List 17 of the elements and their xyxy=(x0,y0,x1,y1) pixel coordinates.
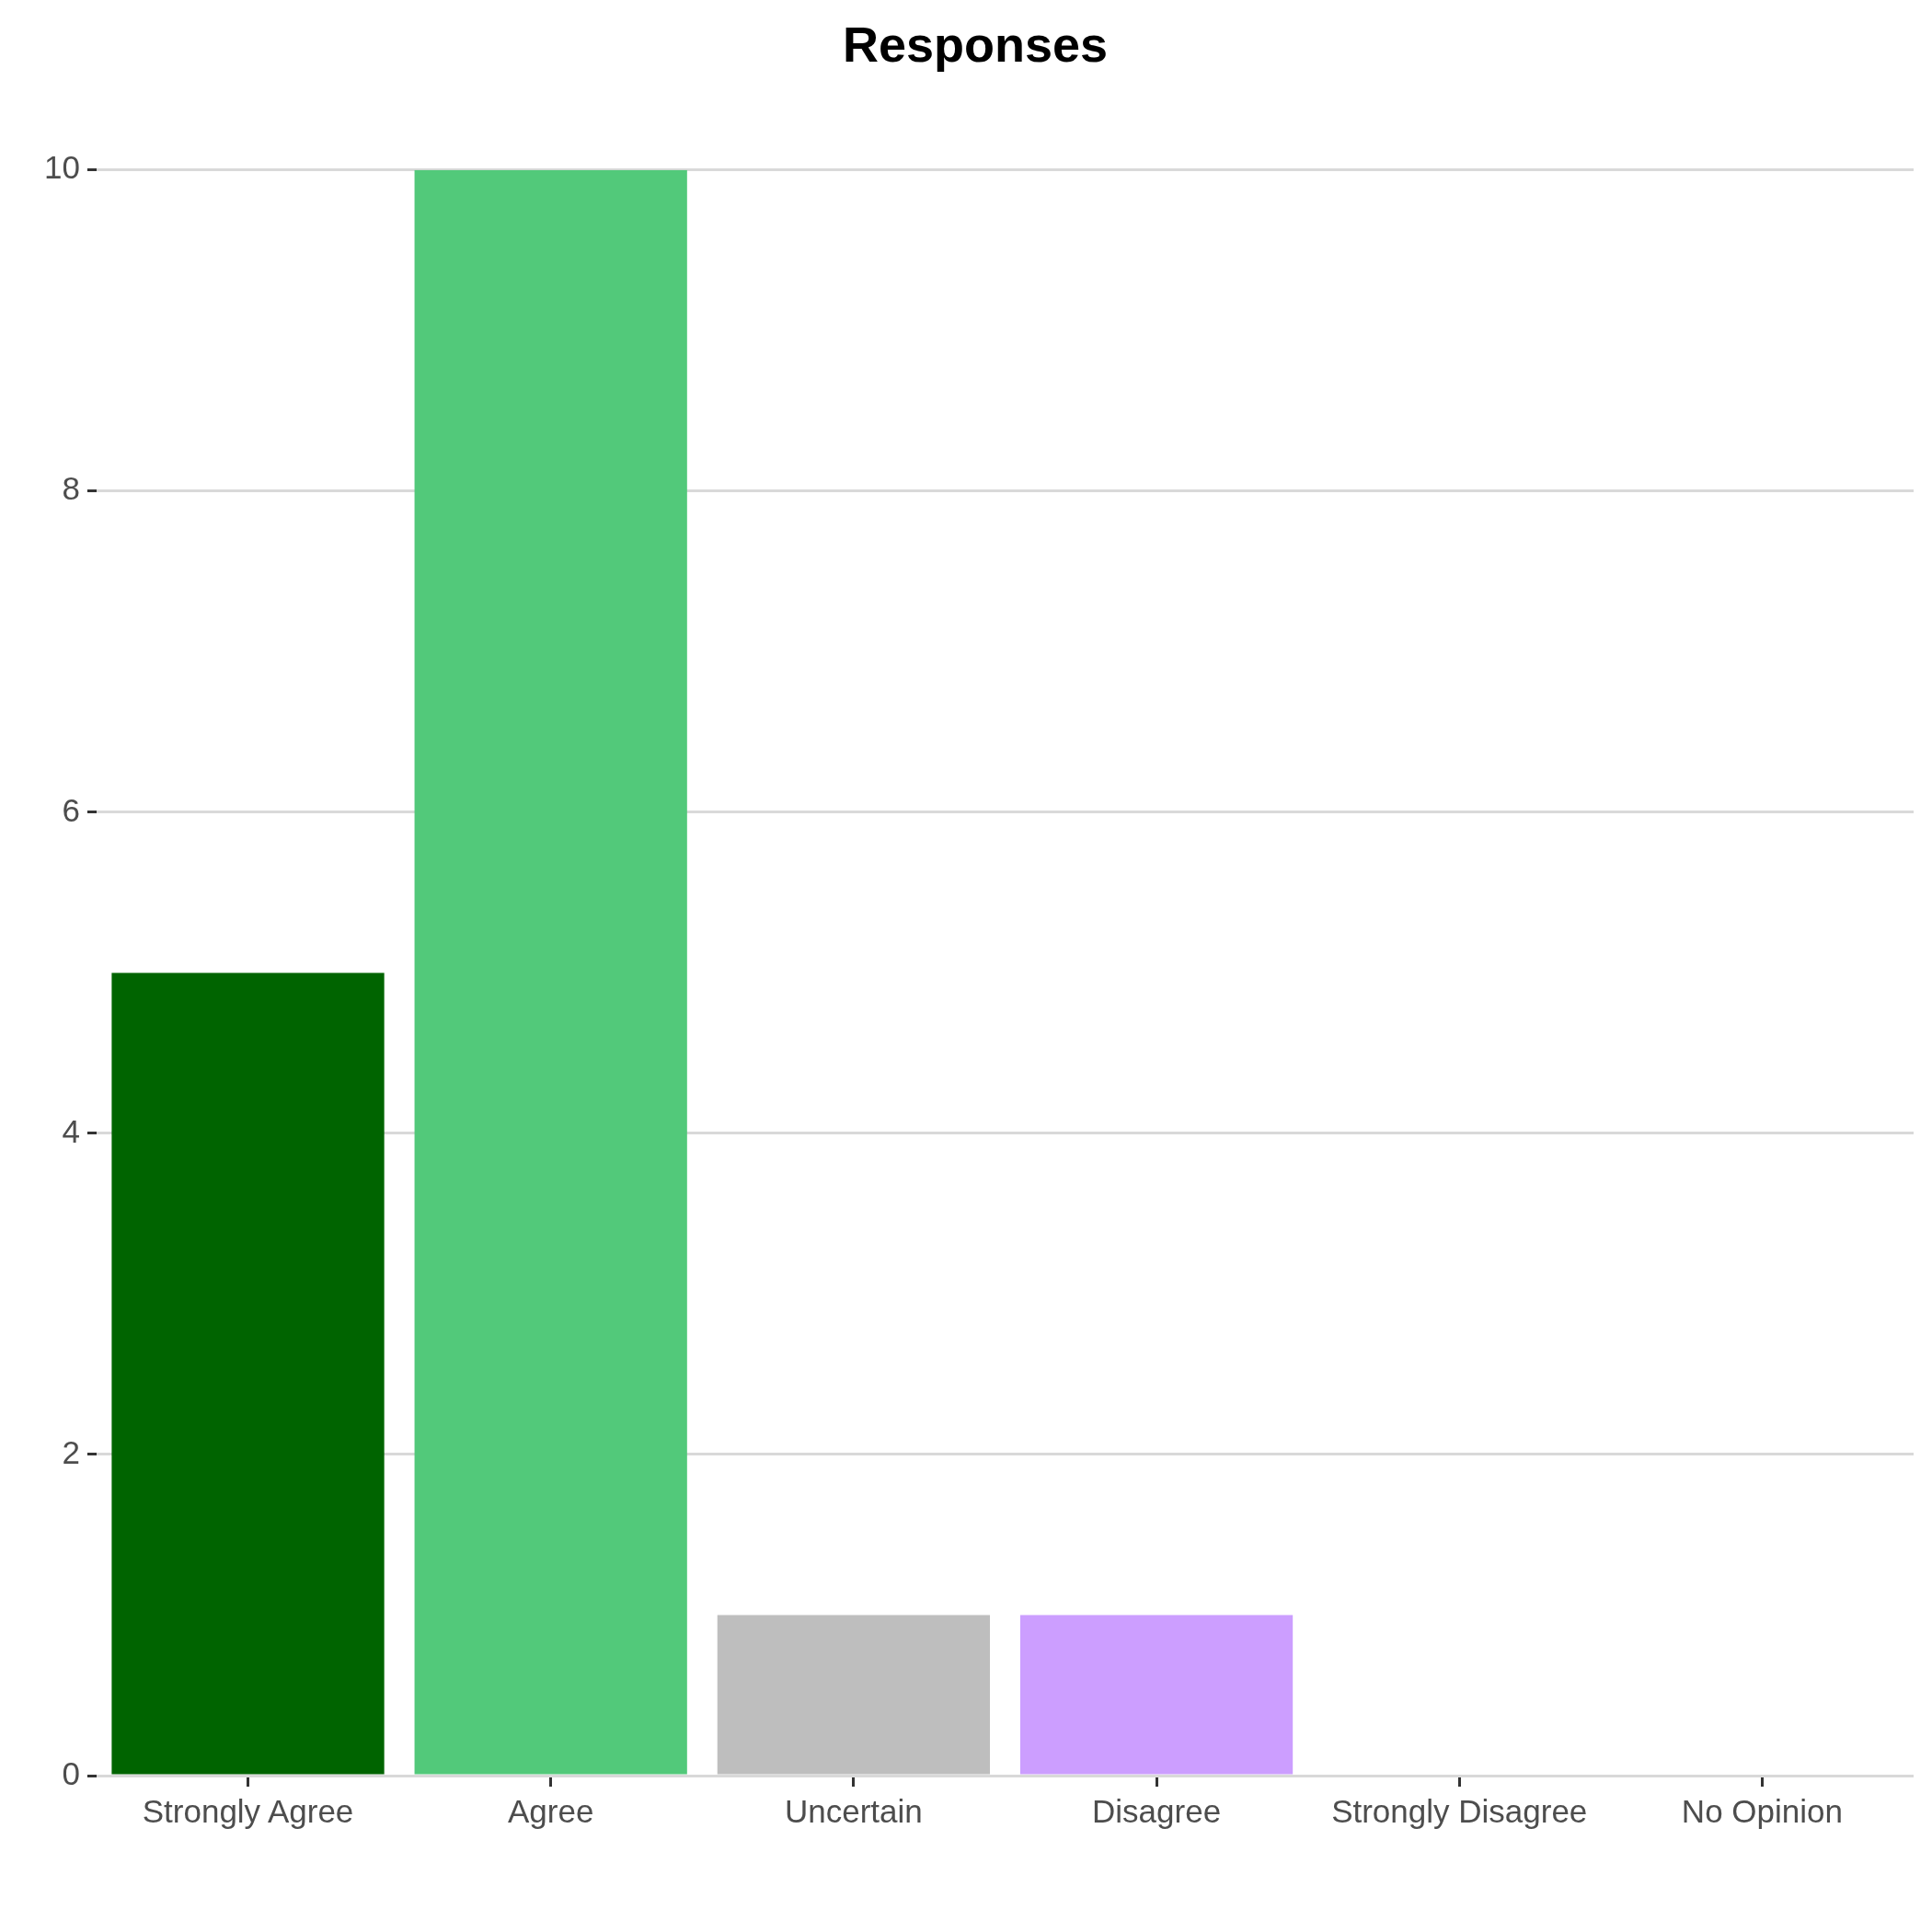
x-tick-label: Disagree xyxy=(1092,1792,1222,1829)
bar xyxy=(717,1615,991,1775)
x-tick-label: Uncertain xyxy=(784,1792,923,1829)
y-tick-label: 10 xyxy=(43,149,80,186)
x-tick-label: Strongly Disagree xyxy=(1331,1792,1588,1829)
y-tick-label: 6 xyxy=(62,791,80,828)
y-tick-label: 8 xyxy=(62,470,80,507)
y-tick-label: 2 xyxy=(62,1433,80,1470)
x-tick-label: No Opinion xyxy=(1681,1792,1843,1829)
bar xyxy=(111,972,385,1775)
bar xyxy=(1019,1615,1294,1775)
x-tick-label: Strongly Agree xyxy=(142,1792,354,1829)
bar xyxy=(414,169,687,1775)
x-tick-label: Agree xyxy=(507,1792,594,1829)
y-tick-label: 4 xyxy=(62,1112,80,1149)
y-tick-label: 0 xyxy=(62,1754,80,1791)
chart-title: Responses xyxy=(842,17,1109,73)
